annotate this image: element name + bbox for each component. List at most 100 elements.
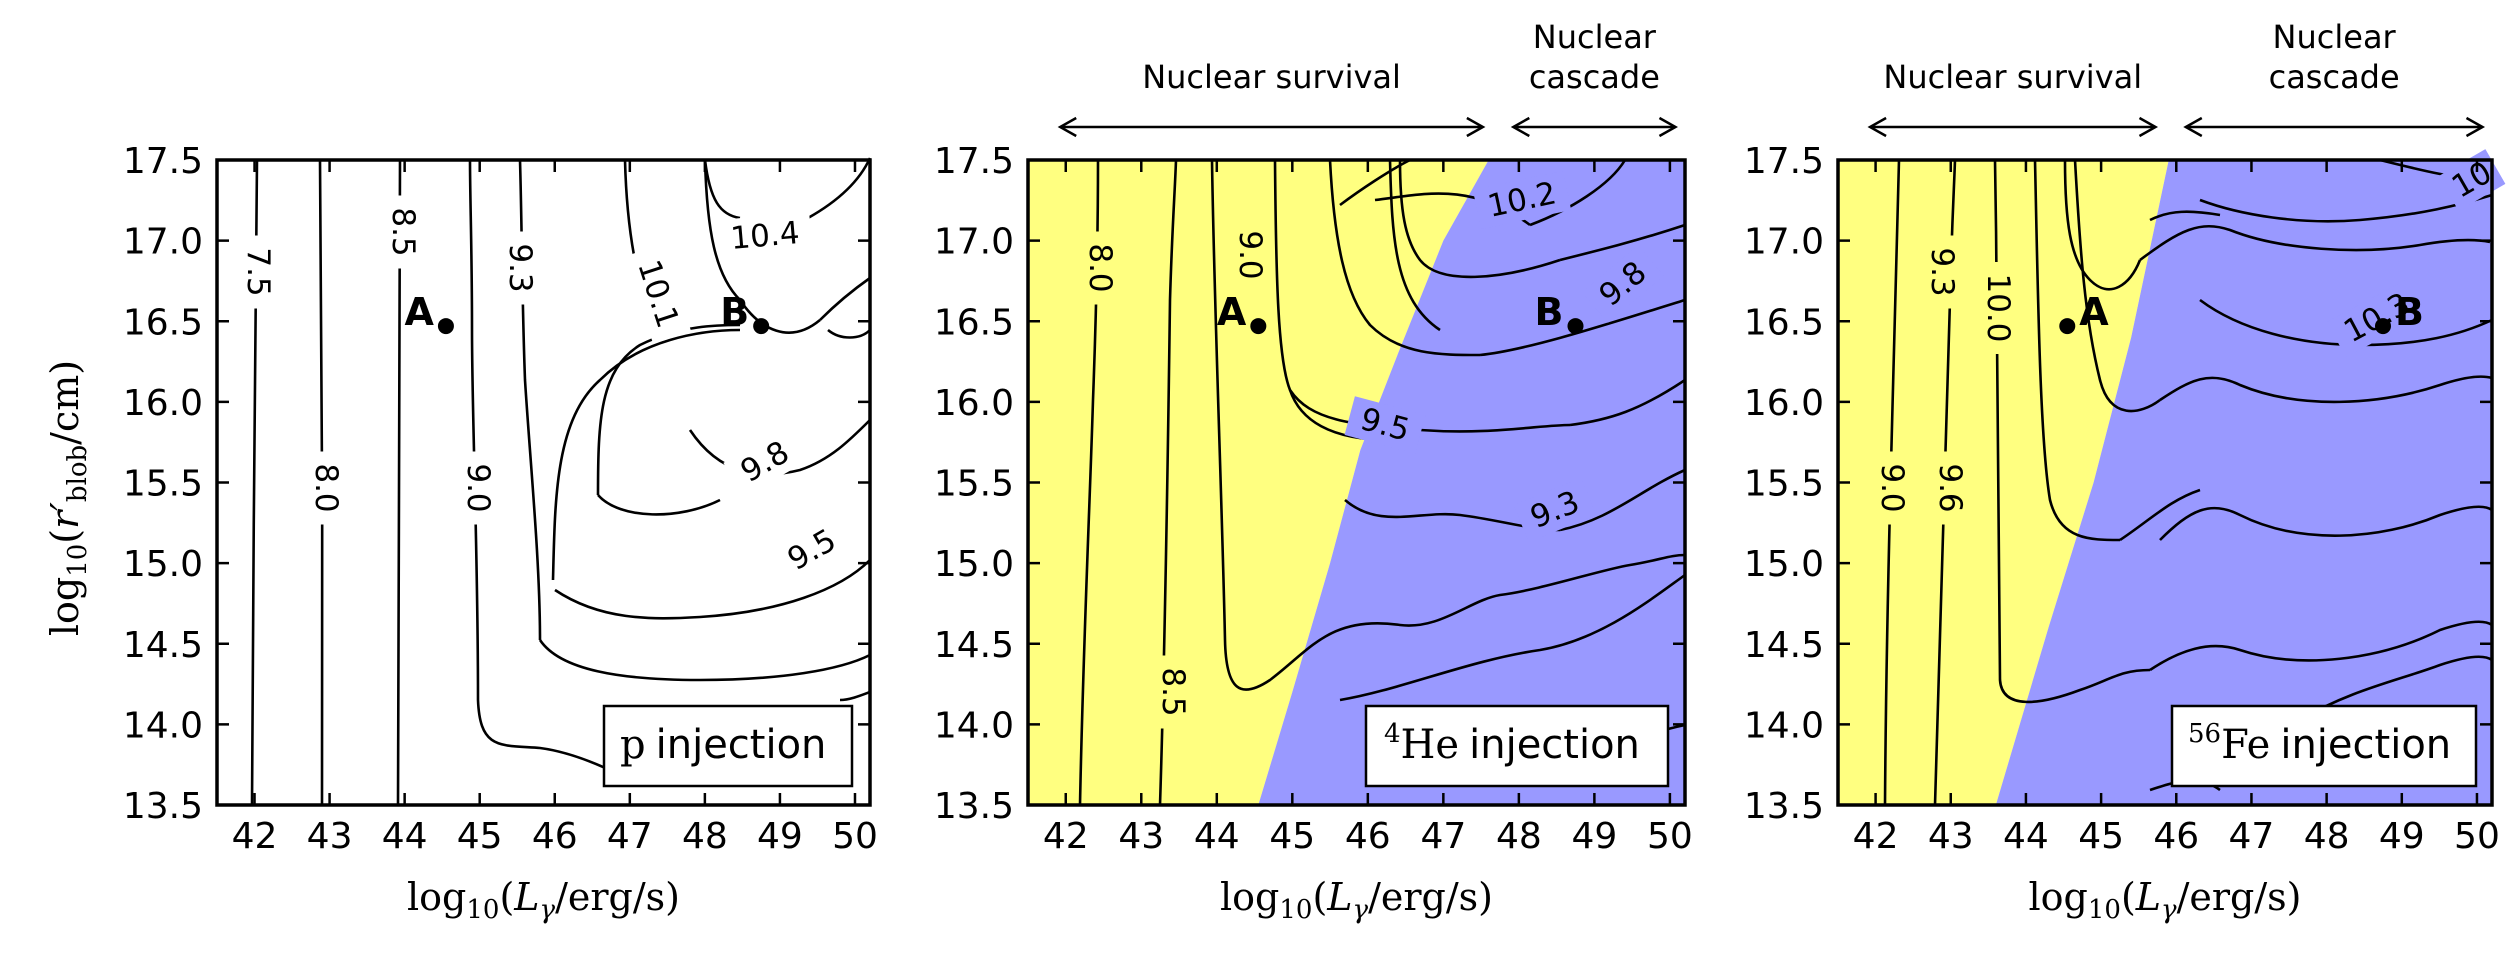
- x-tick-label: 45: [457, 816, 503, 857]
- point-b: [753, 318, 770, 335]
- contour-line: [1398, 159, 1561, 279]
- x-tick-label: 42: [1043, 816, 1089, 857]
- contour-line: [2149, 210, 2221, 222]
- contour-line: [476, 699, 621, 777]
- contour-line: [2159, 505, 2493, 541]
- injection-mass-number: 4: [1384, 719, 1401, 749]
- x-axis-label: log10(Lγ/erg/s): [2029, 875, 2302, 925]
- point-label-b: B: [1535, 290, 1564, 334]
- region-annotation: Nuclear cascade: [2269, 18, 2400, 96]
- point-b: [1567, 318, 1584, 335]
- point-label-a: A: [1217, 290, 1247, 334]
- y-tick-label: 15.0: [934, 544, 1014, 585]
- x-axis-label: log10(Lγ/erg/s): [1220, 875, 1493, 925]
- contour-label: 8.0: [308, 463, 344, 512]
- x-axis-label: log10(Lγ/erg/s): [407, 875, 680, 925]
- y-tick-label: 17.5: [934, 141, 1014, 182]
- injection-species: Fe: [2221, 722, 2270, 768]
- y-tick-label: 13.5: [123, 786, 203, 827]
- point-a: [1250, 318, 1267, 335]
- contour-line: [554, 559, 871, 620]
- contour-line: [518, 159, 542, 641]
- contour-line: [703, 159, 741, 220]
- y-tick-label: 15.5: [934, 464, 1014, 505]
- contour-line: [1339, 573, 1686, 702]
- y-tick-label: 15.0: [1744, 544, 1824, 585]
- y-tick-label: 15.0: [123, 544, 203, 585]
- y-tick-label: 14.0: [123, 705, 203, 746]
- contour-label: 10.0: [1980, 273, 2016, 342]
- injection-species: He: [1401, 722, 1460, 768]
- contour-line: [1883, 159, 1901, 806]
- y-tick-label: 13.5: [934, 786, 1014, 827]
- contour-line: [2139, 224, 2491, 262]
- x-tick-label: 42: [232, 816, 278, 857]
- y-tick-label: 17.0: [1744, 222, 1824, 263]
- point-label-b: B: [2395, 290, 2424, 334]
- x-tick-label: 50: [2454, 816, 2500, 857]
- y-tick-label: 16.0: [123, 383, 203, 424]
- y-tick-label: 14.5: [123, 625, 203, 666]
- svg-text:log10(r′blob/cm): log10(r′blob/cm): [43, 360, 93, 636]
- contour-line: [1273, 159, 1571, 433]
- contour-label: 9.0: [1232, 230, 1268, 279]
- contour-line: [688, 419, 871, 476]
- x-tick-label: 49: [2379, 816, 2425, 857]
- point-b: [2375, 318, 2391, 335]
- point-label-a: A: [405, 290, 435, 334]
- contour-label: 9.6: [1932, 463, 1968, 512]
- contour-label: 9.3: [502, 243, 538, 292]
- contour-line: [597, 494, 721, 516]
- contour-label: 9.3: [1924, 247, 1960, 296]
- injection-suffix: injection: [1469, 722, 1640, 768]
- x-tick-label: 43: [1118, 816, 1164, 857]
- y-tick-label: 16.5: [1744, 302, 1824, 343]
- contour-label: 8.0: [1082, 243, 1118, 292]
- y-tick-label: 16.0: [1744, 383, 1824, 424]
- region-nuclear-survival: [1838, 160, 2169, 805]
- contour-line: [1328, 159, 1481, 357]
- x-tick-label: 47: [2229, 816, 2275, 857]
- injection-legend-box: p injection: [602, 704, 854, 788]
- contour-line: [1529, 159, 1627, 227]
- injection-legend-box: 56Fe injection: [2170, 704, 2478, 788]
- x-tick-label: 44: [2003, 816, 2049, 857]
- contour-line: [2063, 159, 2142, 291]
- y-tick-label: 17.0: [123, 222, 203, 263]
- contour-line: [703, 159, 821, 334]
- injection-suffix: injection: [656, 722, 827, 768]
- contour-label: 10.4: [729, 215, 801, 257]
- y-tick-label: 14.5: [934, 625, 1014, 666]
- x-tick-label: 44: [382, 816, 428, 857]
- contour-label: 8.5: [1155, 667, 1191, 716]
- x-tick-label: 49: [1571, 816, 1617, 857]
- y-tick-label: 15.5: [123, 464, 203, 505]
- x-tick-label: 48: [682, 816, 728, 857]
- y-tick-label: 14.0: [1744, 705, 1824, 746]
- x-tick-label: 47: [607, 816, 653, 857]
- y-tick-label: 15.5: [1744, 464, 1824, 505]
- x-tick-label: 46: [1345, 816, 1391, 857]
- y-tick-label: 16.5: [123, 302, 203, 343]
- y-tick-label: 13.5: [1744, 786, 1824, 827]
- contour-line: [1388, 159, 1441, 332]
- x-tick-label: 45: [1269, 816, 1315, 857]
- x-tick-label: 50: [832, 816, 878, 857]
- contour-line: [819, 276, 871, 321]
- y-tick-label: 14.0: [934, 705, 1014, 746]
- injection-mass-number: 56: [2188, 719, 2221, 749]
- point-a: [437, 318, 454, 335]
- y-tick-label: 16.5: [934, 302, 1014, 343]
- contour-label: 9.0: [1874, 463, 1910, 512]
- contour-line: [2033, 159, 2121, 542]
- contour-label: 9.0: [460, 463, 496, 512]
- y-tick-label: 17.5: [123, 141, 203, 182]
- x-tick-label: 46: [2153, 816, 2199, 857]
- y-tick-label: 14.5: [1744, 625, 1824, 666]
